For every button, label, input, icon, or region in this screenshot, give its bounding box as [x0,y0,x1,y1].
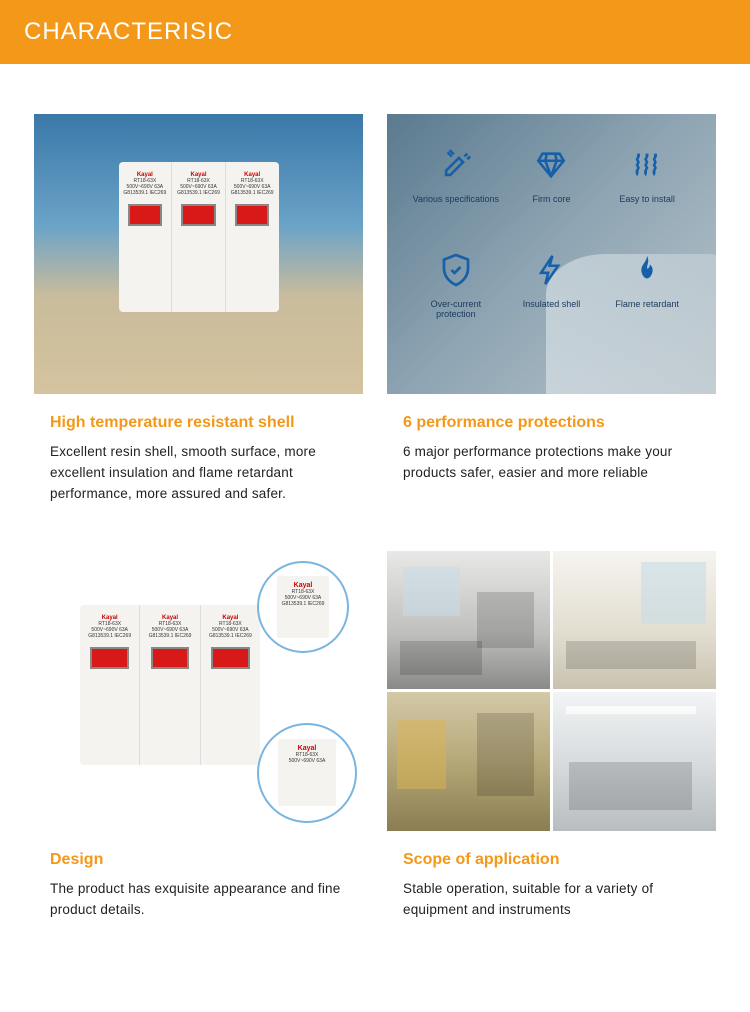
card-image-design: Kayal RT18-63X 500V~690V 63A G813539.1 I… [34,551,363,831]
protection-item: Various specifications [411,144,501,239]
screws-icon [626,144,668,186]
protections-grid: Various specifications Firm core Easy to… [411,144,692,354]
scene-living-room [387,551,550,690]
card-title: 6 performance protections [403,414,700,432]
card-title: Scope of application [403,851,700,869]
protection-label: Various specifications [413,194,499,205]
zoom-detail-top: Kayal RT18-63X 500V~690V 63A G813539.1 I… [257,561,349,653]
card-image-shell: Kayal RT18-63X 500V~690V 63A G813539.1 I… [34,114,363,394]
cards-grid: Kayal RT18-63X 500V~690V 63A G813539.1 I… [0,64,750,973]
card-body: 6 performance protections 6 major perfor… [387,394,716,506]
fuse-spec2: G813539.1 IEC269 [123,190,166,196]
card-shell: Kayal RT18-63X 500V~690V 63A G813539.1 I… [34,114,363,527]
card-body: Design The product has exquisite appeara… [34,831,363,943]
protection-label: Flame retardant [615,299,679,310]
protection-item: Over-current protection [411,249,501,354]
shield-icon [435,249,477,291]
card-scope: Scope of application Stable operation, s… [387,551,716,943]
flame-icon [626,249,668,291]
protection-item: Flame retardant [602,249,692,354]
card-design: Kayal RT18-63X 500V~690V 63A G813539.1 I… [34,551,363,943]
fuse-product-detail: Kayal RT18-63X 500V~690V 63A G813539.1 I… [80,605,260,765]
tools-icon [435,144,477,186]
card-desc: Stable operation, suitable for a variety… [403,879,700,921]
section-header: CHARACTERISIC [0,0,750,64]
card-image-protections: Various specifications Firm core Easy to… [387,114,716,394]
protection-label: Over-current protection [411,299,501,321]
scene-mall [553,692,716,831]
diamond-icon [530,144,572,186]
card-protections: Various specifications Firm core Easy to… [387,114,716,527]
scene-warehouse [387,692,550,831]
card-body: High temperature resistant shell Excelle… [34,394,363,527]
header-title: CHARACTERISIC [24,18,233,45]
card-title: High temperature resistant shell [50,414,347,432]
protection-item: Insulated shell [507,249,597,354]
protection-item: Easy to install [602,144,692,239]
lightning-icon [530,249,572,291]
scene-office [553,551,716,690]
card-image-scope [387,551,716,831]
card-body: Scope of application Stable operation, s… [387,831,716,943]
card-desc: 6 major performance protections make you… [403,442,700,484]
protection-label: Easy to install [619,194,675,205]
fuse-product: Kayal RT18-63X 500V~690V 63A G813539.1 I… [119,162,279,312]
card-title: Design [50,851,347,869]
zoom-detail-bottom: Kayal RT18-63X 500V~690V 63A [257,723,357,823]
card-desc: The product has exquisite appearance and… [50,879,347,921]
protection-item: Firm core [507,144,597,239]
protection-label: Insulated shell [523,299,581,310]
card-desc: Excellent resin shell, smooth surface, m… [50,442,347,505]
protection-label: Firm core [532,194,570,205]
